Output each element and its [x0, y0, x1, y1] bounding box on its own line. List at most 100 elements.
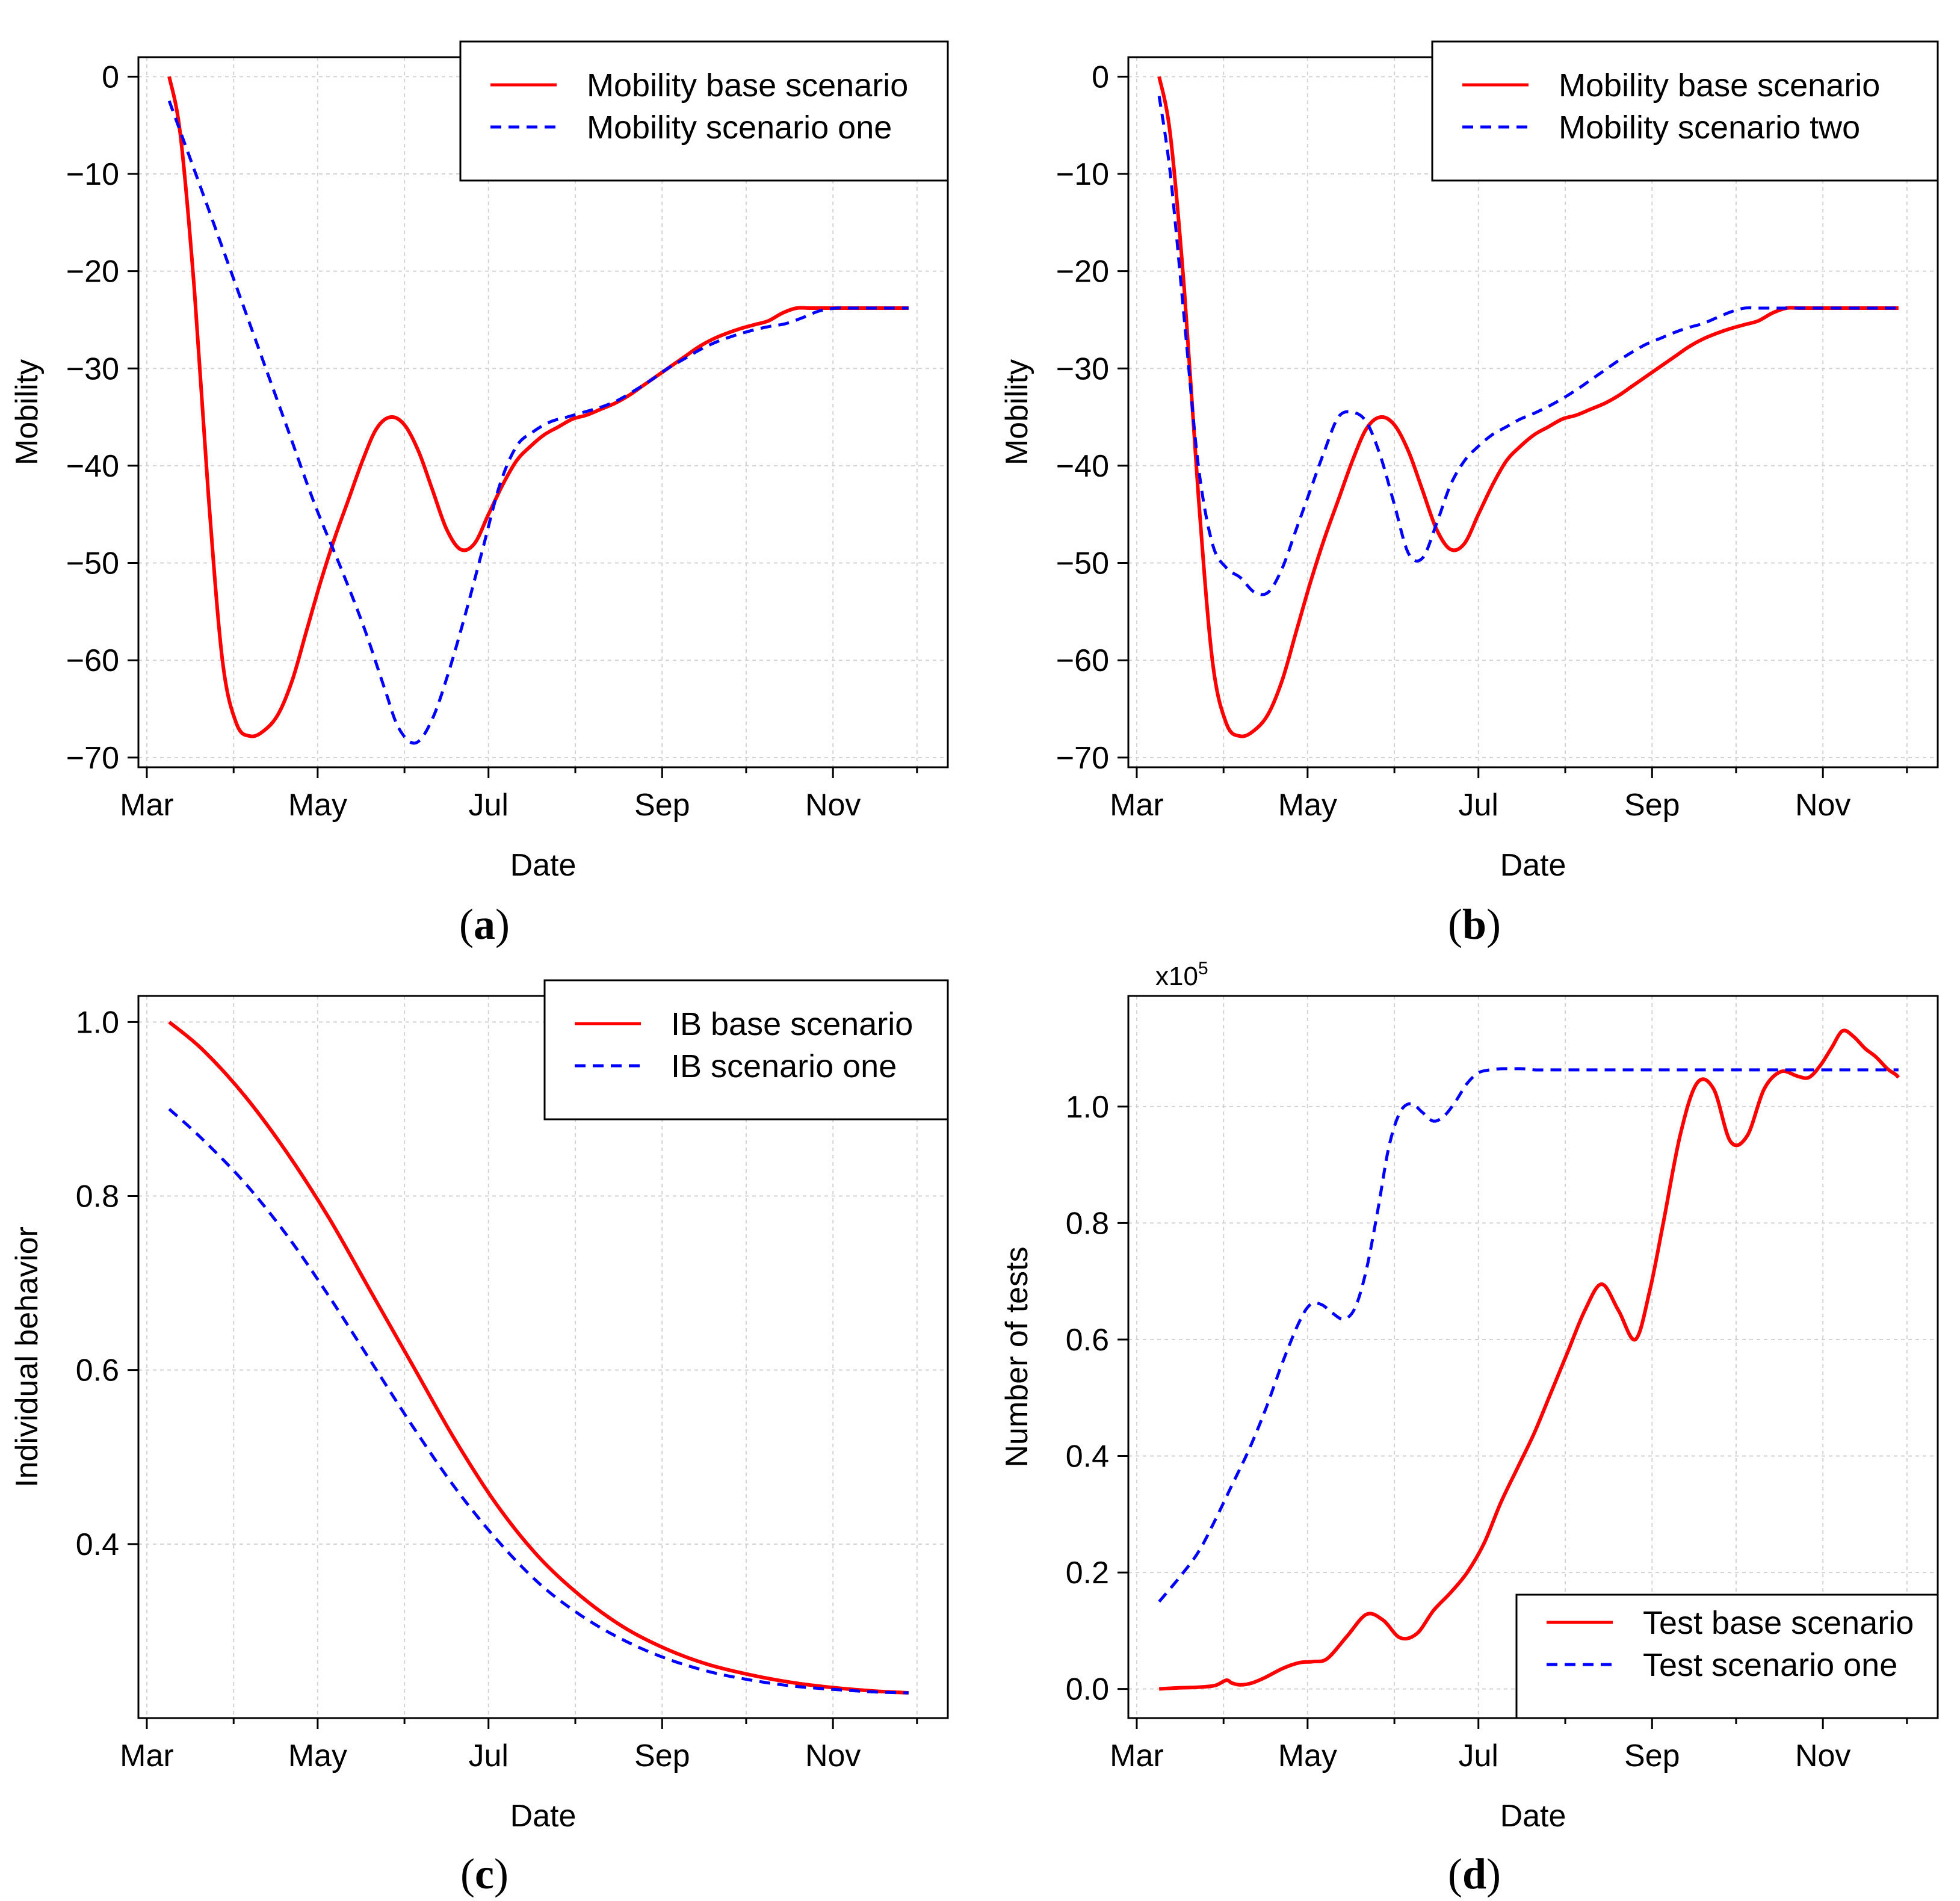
- x-tick-label: Sep: [634, 1739, 690, 1773]
- panel-d-y-multiplier: x105: [1155, 959, 1208, 991]
- x-tick-label: Nov: [805, 1739, 861, 1773]
- panel-b-y-axis: 0 −10 −20 −30 −40 −50 −60 −70: [1056, 60, 1128, 776]
- x-tick-label: Nov: [805, 788, 861, 823]
- panel-d-x-label: Date: [1500, 1799, 1566, 1834]
- panel-d-x-axis: Mar May Jul Sep Nov: [1110, 1718, 1908, 1773]
- y-tick-label: −40: [66, 449, 119, 484]
- panel-b-x-label: Date: [1500, 848, 1566, 883]
- y-tick-label: −60: [1056, 643, 1109, 678]
- y-tick-label: 0.4: [1066, 1439, 1109, 1474]
- y-tick-label: −70: [66, 741, 119, 776]
- legend-label-scenario: Mobility scenario one: [587, 110, 892, 146]
- y-tick-label: −60: [66, 643, 119, 678]
- panel-c-x-axis: Mar May Jul Sep Nov: [120, 1718, 918, 1773]
- panel-c-series: [168, 1021, 909, 1695]
- panel-a-caption: (a): [459, 900, 510, 948]
- series-line-scenario: [1158, 1067, 1899, 1603]
- panel-c-y-axis: 1.0 0.8 0.6 0.4: [76, 1005, 138, 1562]
- legend-label-base: Mobility base scenario: [587, 67, 908, 104]
- panel-d-y-label: Number of tests: [1000, 1246, 1034, 1467]
- panel-b-caption: (b): [1448, 900, 1501, 948]
- x-tick-label: Mar: [120, 1739, 174, 1773]
- x-tick-label: May: [1278, 1739, 1337, 1773]
- y-tick-label: 0.6: [76, 1353, 119, 1388]
- series-line-base: [1159, 1028, 1900, 1691]
- y-tick-label: −20: [66, 255, 119, 289]
- y-tick-label: 0.2: [1066, 1556, 1109, 1590]
- panel-d-y-axis: 1.0 0.8 0.6 0.4 0.2 0.0: [1066, 1090, 1128, 1707]
- panel-a-y-label: Mobility: [10, 359, 45, 465]
- x-tick-label: May: [1278, 788, 1337, 823]
- series-line-base: [1157, 76, 1899, 738]
- y-tick-label: 0.8: [1066, 1206, 1109, 1241]
- legend-label-scenario: Mobility scenario two: [1559, 110, 1860, 146]
- y-tick-label: −50: [66, 546, 119, 581]
- y-tick-label: −20: [1056, 255, 1109, 289]
- x-tick-label: Mar: [1110, 788, 1164, 823]
- panel-d-caption: (d): [1448, 1850, 1501, 1898]
- panel-b: Mar May Jul Sep Nov 0 −10 −20 −30 −40 −50 −60 −70 D…: [1000, 40, 1939, 948]
- legend-box: [1431, 40, 1939, 182]
- y-tick-label: −30: [1056, 351, 1109, 386]
- panel-a-series: [167, 76, 909, 745]
- x-tick-label: May: [288, 788, 347, 823]
- x-tick-label: Jul: [1459, 788, 1498, 823]
- x-tick-label: Sep: [1624, 788, 1680, 823]
- y-tick-label: 0.6: [1066, 1323, 1109, 1358]
- panel-b-y-label: Mobility: [1000, 359, 1034, 465]
- panel-a: Mar May Jul Sep Nov 0 −10 −20 −30 −40 −50 −60 −70 D…: [10, 40, 949, 948]
- series-line-base: [167, 76, 909, 738]
- y-tick-label: 0: [102, 60, 119, 94]
- panel-c-legend: IB base scenario IB scenario one: [543, 979, 949, 1121]
- y-tick-label: 1.0: [76, 1005, 119, 1040]
- legend-label-base: IB base scenario: [671, 1006, 913, 1042]
- panel-c-caption: (c): [460, 1850, 509, 1898]
- x-tick-label: Nov: [1795, 788, 1850, 823]
- panel-d: Mar May Jul Sep Nov 1.00.80.60.40.20.0 Date …: [1000, 959, 1939, 1898]
- legend-box: [543, 979, 949, 1121]
- legend-label-base: Test base scenario: [1643, 1605, 1914, 1641]
- panel-a-legend: Mobility base scenario Mobility scenario…: [459, 40, 949, 182]
- x-tick-label: Sep: [634, 788, 690, 823]
- panel-b-series: [1157, 76, 1899, 738]
- legend-label-scenario: IB scenario one: [671, 1048, 897, 1084]
- panel-c-frame: [137, 995, 949, 1719]
- y-tick-label: 0.8: [76, 1179, 119, 1214]
- y-tick-label: −10: [1056, 157, 1109, 192]
- series-line-base: [168, 1021, 909, 1695]
- x-tick-label: Mar: [1110, 1739, 1164, 1773]
- x-tick-label: Jul: [469, 1739, 509, 1773]
- series-line-scenario: [167, 100, 909, 745]
- series-line-scenario: [168, 1108, 909, 1695]
- y-tick-label: −30: [66, 351, 119, 386]
- x-tick-label: Mar: [120, 788, 174, 823]
- y-tick-label: 0.4: [76, 1527, 119, 1562]
- series-line-scenario: [1157, 96, 1899, 596]
- panel-a-x-label: Date: [510, 848, 577, 883]
- y-tick-label: 0.0: [1066, 1672, 1109, 1707]
- panel-c-y-label: Individual behavior: [10, 1226, 45, 1488]
- panel-a-y-axis: 0 −10 −20 −30 −40 −50 −60 −70: [66, 60, 138, 776]
- panel-b-legend: Mobility base scenario Mobility scenario…: [1431, 40, 1939, 182]
- legend-label-base: Mobility base scenario: [1559, 67, 1880, 104]
- panel-c-grid: [138, 996, 948, 1718]
- x-tick-label: May: [288, 1739, 347, 1773]
- panel-d-series: [1158, 1028, 1900, 1691]
- legend-box: [1515, 1593, 1939, 1719]
- y-tick-label: 0: [1092, 60, 1109, 94]
- x-tick-label: Nov: [1795, 1739, 1850, 1773]
- panel-b-x-axis: Mar May Jul Sep Nov: [1110, 767, 1908, 823]
- y-tick-label: −10: [66, 157, 119, 192]
- legend-box: [459, 40, 949, 182]
- legend-label-scenario: Test scenario one: [1643, 1647, 1897, 1683]
- panel-a-x-axis: Mar May Jul Sep Nov: [120, 767, 918, 823]
- panel-c-x-label: Date: [510, 1799, 577, 1834]
- y-tick-label: 1.0: [1066, 1090, 1109, 1125]
- y-tick-label: −70: [1056, 741, 1109, 776]
- panel-d-legend: Test base scenario Test scenario one: [1515, 1593, 1939, 1719]
- x-tick-label: Jul: [1459, 1739, 1498, 1773]
- x-tick-label: Jul: [469, 788, 509, 823]
- y-tick-label: −50: [1056, 546, 1109, 581]
- x-tick-label: Sep: [1624, 1739, 1680, 1773]
